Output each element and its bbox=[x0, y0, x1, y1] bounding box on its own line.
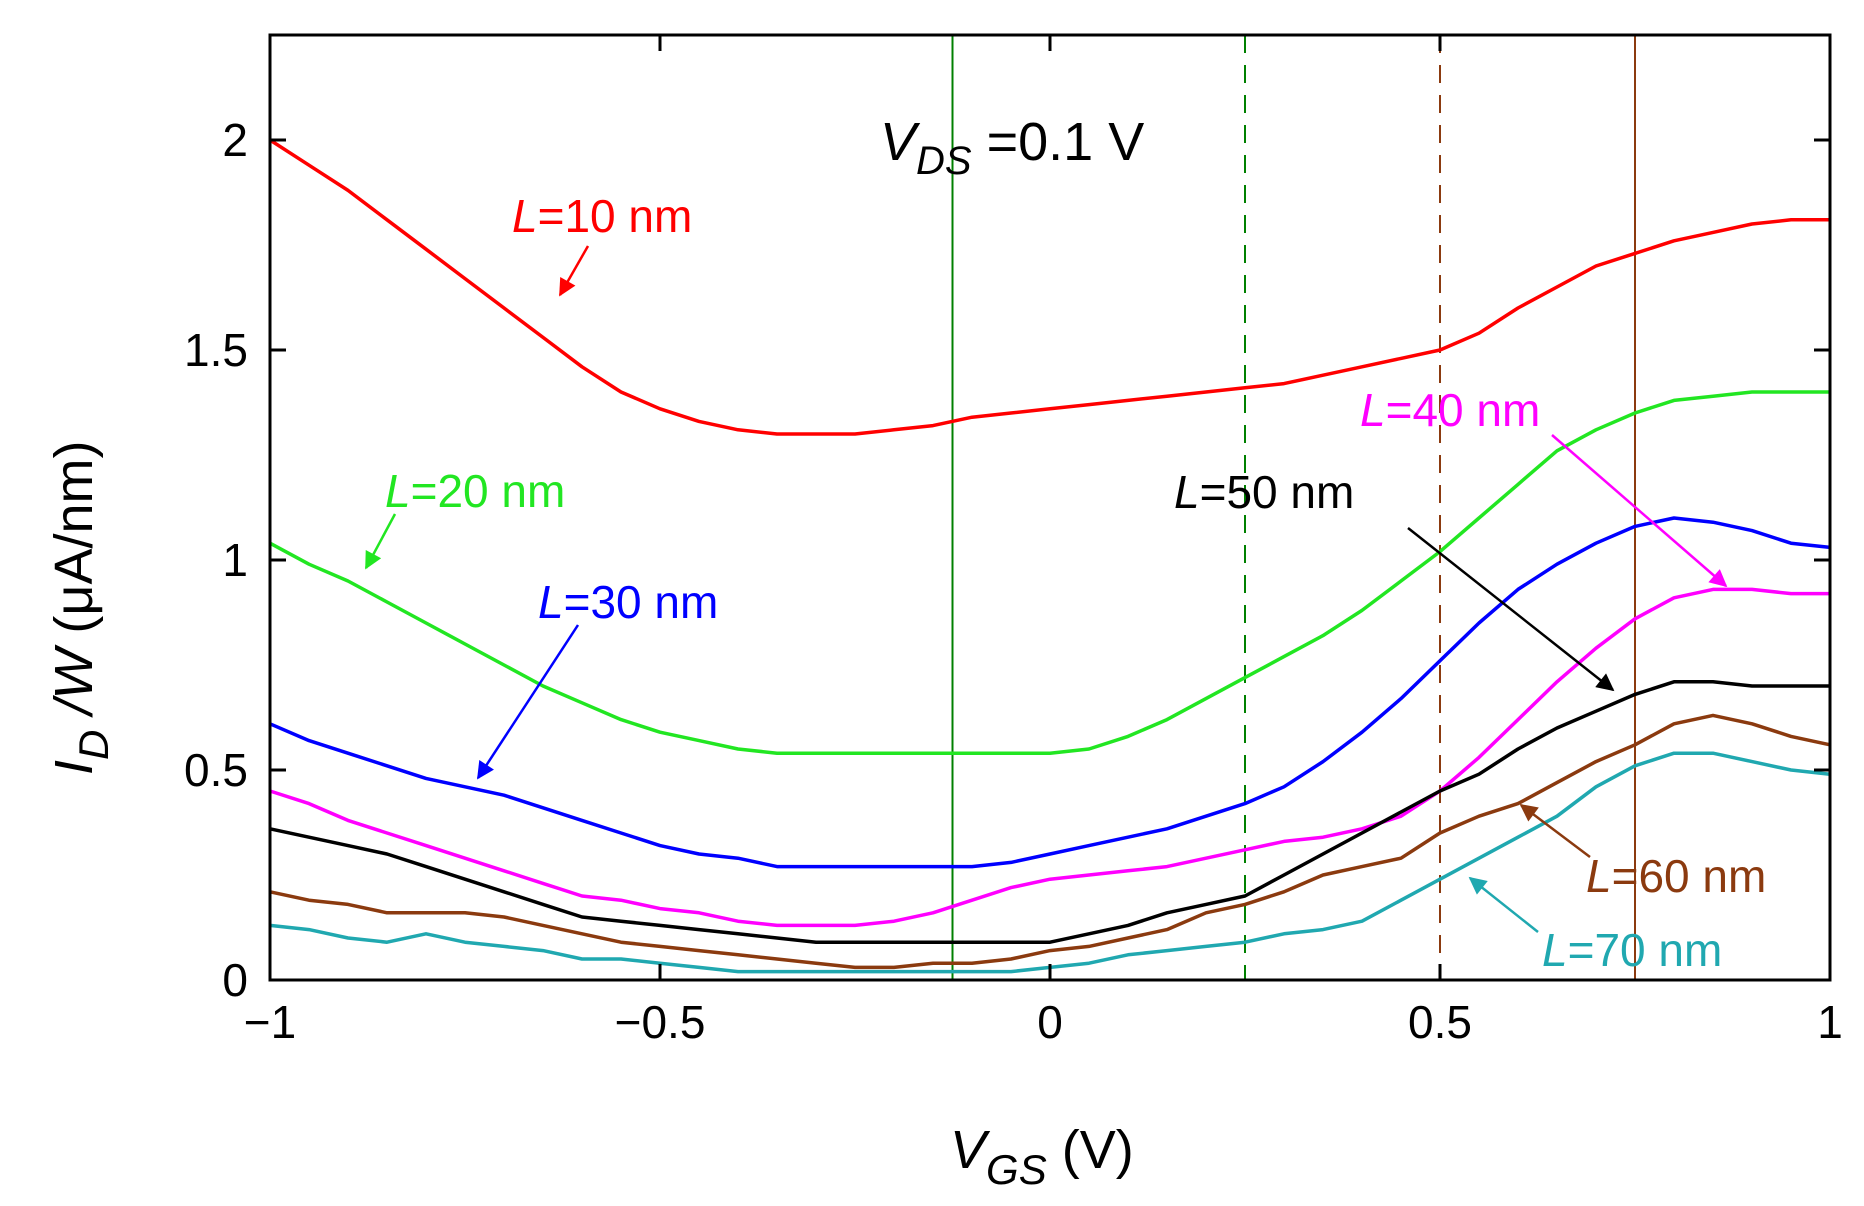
x-axis-title: VGS (V) bbox=[950, 1120, 1134, 1193]
y-tick-label: 1.5 bbox=[184, 324, 248, 376]
series-line-3 bbox=[269, 587, 1830, 928]
series-label-l30: L=30 nm bbox=[538, 576, 718, 628]
y-axis-var1: I bbox=[44, 760, 104, 775]
label-arrow-3 bbox=[1551, 434, 1728, 588]
label-arrow-5 bbox=[1519, 803, 1591, 858]
series-label-l20: L=20 nm bbox=[385, 465, 565, 517]
vds-annotation: VDS =0.1 V bbox=[880, 112, 1144, 183]
y-tick-label: 0.5 bbox=[184, 744, 248, 796]
tick-labels: −1 −0.5 0 0.5 1 0 0.5 1 1.5 2 bbox=[184, 114, 1843, 1048]
series-lines bbox=[269, 138, 1831, 974]
x-tick-label: −1 bbox=[244, 996, 296, 1048]
series-label-l70: L=70 nm bbox=[1542, 924, 1722, 976]
y-tick-label: 2 bbox=[222, 114, 248, 166]
series-line-0 bbox=[269, 138, 1830, 436]
x-tick-label: 0 bbox=[1037, 996, 1063, 1048]
series-label-l40: L=40 nm bbox=[1360, 384, 1540, 436]
label-arrows bbox=[364, 245, 1728, 933]
axis-ticks bbox=[268, 35, 1832, 982]
vds-value: =0.1 V bbox=[972, 112, 1145, 172]
x-tick-label: −0.5 bbox=[615, 996, 706, 1048]
y-tick-label: 0 bbox=[222, 954, 248, 1006]
series-label-l50: L=50 nm bbox=[1174, 466, 1354, 518]
x-tick-label: 1 bbox=[1817, 996, 1843, 1048]
label-arrow-0 bbox=[558, 245, 590, 297]
series-line-5 bbox=[269, 713, 1831, 970]
y-axis-var2: /W bbox=[44, 644, 104, 730]
y-axis-subscript: D bbox=[70, 730, 117, 760]
x-axis-var: V bbox=[950, 1120, 991, 1180]
vds-subscript: DS bbox=[916, 139, 972, 183]
y-axis-unit: (μA/nm) bbox=[44, 441, 104, 649]
series-line-1 bbox=[269, 390, 1830, 755]
x-tick-label: 0.5 bbox=[1408, 996, 1472, 1048]
x-axis-subscript: GS bbox=[986, 1146, 1047, 1193]
y-axis-title: ID /W (μA/nm) bbox=[44, 441, 117, 775]
label-arrow-2 bbox=[476, 624, 580, 780]
series-label-l60: L=60 nm bbox=[1586, 850, 1766, 902]
series-label-l10: L=10 nm bbox=[512, 190, 692, 242]
label-arrow-6 bbox=[1468, 876, 1539, 933]
vds-var: V bbox=[880, 112, 921, 172]
series-line-2 bbox=[269, 516, 1831, 869]
label-arrow-4 bbox=[1407, 527, 1615, 692]
series-line-4 bbox=[269, 680, 1830, 944]
vertical-reference-lines bbox=[951, 35, 1636, 980]
x-axis-unit: (V) bbox=[1047, 1120, 1134, 1180]
label-arrow-1 bbox=[364, 513, 397, 570]
y-tick-label: 1 bbox=[222, 534, 248, 586]
